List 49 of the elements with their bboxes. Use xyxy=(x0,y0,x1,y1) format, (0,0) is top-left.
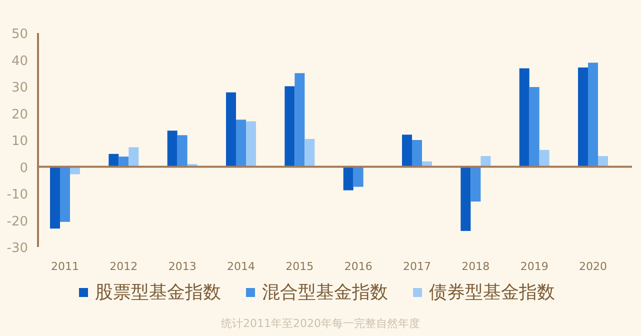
bar xyxy=(236,120,246,167)
bar xyxy=(246,121,256,167)
x-tick-label: 2016 xyxy=(344,260,372,273)
y-tick-label: 20 xyxy=(11,107,28,122)
bar xyxy=(50,166,60,229)
bar xyxy=(128,147,139,167)
bar xyxy=(598,156,608,167)
text: 统计2011年至2020年每一完整自然年度 xyxy=(221,317,420,330)
x-tick-label: 2013 xyxy=(168,260,196,273)
bar xyxy=(412,140,422,167)
bar xyxy=(529,87,540,167)
bar xyxy=(588,62,598,167)
bar xyxy=(519,68,530,167)
x-tick-label: 2012 xyxy=(110,260,138,273)
bar xyxy=(402,134,412,167)
x-tick-label: 2020 xyxy=(579,260,607,273)
y-tick-label: 50 xyxy=(11,27,28,42)
bar xyxy=(480,156,491,167)
x-tick-label: 2017 xyxy=(403,260,431,273)
bar xyxy=(177,135,188,167)
legend-label: 股票型基金指数 xyxy=(95,282,221,303)
x-tick-label: 2011 xyxy=(51,260,79,273)
bar xyxy=(60,166,70,222)
bar xyxy=(343,166,354,190)
x-tick-label: 2018 xyxy=(462,260,490,273)
y-tick-label: 30 xyxy=(11,80,28,96)
x-tick-label: 2015 xyxy=(286,260,314,273)
y-tick-label: -10 xyxy=(6,188,28,202)
y-tick-label: -20 xyxy=(6,214,28,230)
bar xyxy=(578,68,588,167)
bar xyxy=(226,92,236,167)
bar xyxy=(284,86,295,167)
x-tick-label: 2014 xyxy=(227,260,255,273)
bar xyxy=(460,166,471,231)
legend-label: 混合型基金指数 xyxy=(262,282,388,303)
bar xyxy=(539,150,550,167)
bar xyxy=(353,166,364,187)
legend-label: 债券型基金指数 xyxy=(429,282,555,303)
y-tick-label: 0 xyxy=(20,160,28,176)
y-tick-label: 40 xyxy=(11,54,28,69)
bar xyxy=(470,166,481,202)
bar xyxy=(167,130,178,167)
bar xyxy=(118,156,129,167)
bar xyxy=(108,154,119,167)
y-tick-label: -30 xyxy=(6,241,28,256)
bar xyxy=(304,138,315,167)
x-tick-label: 2019 xyxy=(520,260,548,273)
bar xyxy=(294,73,305,167)
y-tick-label: 10 xyxy=(11,134,28,149)
